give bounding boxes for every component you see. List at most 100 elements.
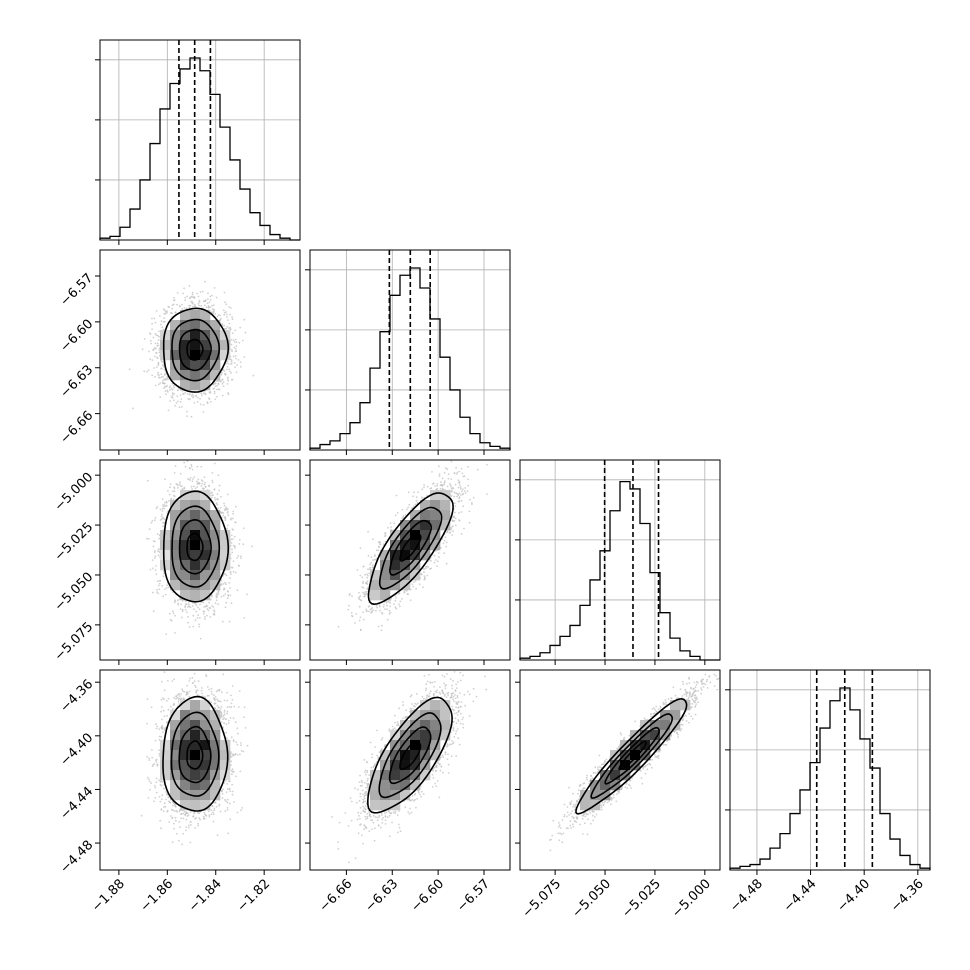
- scatter-point: [664, 699, 667, 701]
- scatter-point: [219, 314, 222, 317]
- scatter-point: [158, 330, 160, 333]
- scatter-point: [209, 401, 212, 403]
- scatter-point: [173, 601, 176, 604]
- scatter-point: [203, 483, 206, 486]
- scatter-point: [220, 579, 223, 582]
- density-cell: [200, 370, 211, 381]
- scatter-point: [394, 812, 397, 815]
- scatter-point: [230, 307, 232, 309]
- scatter-point: [381, 624, 383, 627]
- scatter-point: [428, 695, 431, 698]
- scatter-point: [367, 788, 369, 791]
- scatter-point: [161, 718, 163, 721]
- scatter-point: [229, 518, 232, 521]
- scatter-point: [376, 816, 378, 819]
- scatter-point: [147, 369, 150, 371]
- scatter-point: [688, 694, 691, 697]
- density-cell: [640, 750, 651, 761]
- scatter-point: [446, 485, 449, 488]
- scatter-point: [432, 693, 435, 696]
- scatter-point: [148, 757, 151, 760]
- density-cell: [200, 720, 211, 731]
- scatter-point: [214, 699, 216, 702]
- scatter-point: [686, 682, 688, 685]
- density-cell: [190, 590, 201, 601]
- scatter-point: [591, 810, 594, 813]
- scatter-point: [569, 824, 572, 827]
- scatter-point: [639, 770, 642, 772]
- density-cell: [200, 550, 211, 561]
- scatter-point: [452, 679, 454, 682]
- scatter-point: [226, 512, 229, 514]
- density-cell: [440, 720, 451, 731]
- scatter-point: [168, 821, 171, 823]
- scatter-point: [472, 687, 475, 690]
- density-cell: [210, 320, 221, 331]
- scatter-point: [234, 348, 237, 350]
- scatter-point: [246, 593, 248, 596]
- density-cell: [420, 730, 431, 741]
- scatter-point: [226, 798, 229, 801]
- scatter-point: [407, 491, 410, 494]
- scatter-point: [182, 832, 185, 835]
- density-cell: [380, 780, 391, 791]
- scatter-point: [197, 666, 199, 668]
- density-cell: [190, 550, 201, 561]
- scatter-point: [173, 393, 175, 395]
- scatter-point: [401, 517, 404, 520]
- scatter-point: [416, 502, 419, 504]
- scatter-point: [688, 721, 690, 724]
- scatter-point: [176, 697, 179, 699]
- density-cell: [180, 310, 191, 321]
- scatter-point: [651, 758, 653, 761]
- scatter-point: [571, 815, 574, 818]
- scatter-point: [194, 827, 197, 829]
- scatter-point: [228, 306, 231, 308]
- scatter-point: [463, 475, 466, 477]
- scatter-point: [174, 819, 177, 822]
- density-cell: [430, 740, 441, 751]
- scatter-point: [401, 508, 404, 511]
- scatter-point: [656, 755, 659, 757]
- scatter-point: [183, 690, 186, 693]
- scatter-point: [186, 415, 189, 417]
- density-cell: [210, 340, 221, 351]
- x-tick-label: −5.050: [569, 876, 614, 921]
- scatter-point: [243, 356, 246, 358]
- scatter-point: [226, 366, 229, 368]
- scatter-point: [559, 827, 562, 829]
- scatter-point: [662, 744, 665, 746]
- scatter-panel-2-1: [305, 455, 511, 665]
- scatter-point: [211, 494, 214, 497]
- scatter-point: [224, 798, 226, 801]
- scatter-point: [358, 781, 361, 783]
- scatter-point: [152, 591, 154, 594]
- scatter-point: [440, 483, 443, 486]
- scatter-point: [165, 793, 168, 796]
- scatter-point: [169, 486, 171, 489]
- scatter-point: [462, 455, 464, 457]
- scatter-point: [236, 589, 239, 592]
- scatter-point: [354, 622, 356, 624]
- scatter-point: [681, 680, 684, 683]
- scatter-point: [366, 588, 369, 591]
- panel-frame: [99, 39, 301, 241]
- scatter-point: [415, 496, 418, 499]
- scatter-point: [155, 507, 158, 510]
- scatter-point: [458, 497, 461, 500]
- scatter-point: [366, 590, 368, 593]
- density-cell: [380, 580, 391, 591]
- panel-frame: [309, 669, 511, 871]
- scatter-point: [172, 303, 175, 306]
- density-cell: [160, 340, 171, 351]
- panel-frame: [309, 459, 511, 661]
- density-cell: [170, 560, 181, 571]
- density-cell: [190, 720, 201, 731]
- scatter-point: [204, 616, 206, 618]
- scatter-point: [347, 608, 350, 611]
- scatter-point: [188, 304, 190, 307]
- scatter-point: [565, 827, 568, 830]
- scatter-point: [202, 815, 205, 818]
- scatter-point: [199, 603, 201, 606]
- scatter-point: [433, 554, 436, 557]
